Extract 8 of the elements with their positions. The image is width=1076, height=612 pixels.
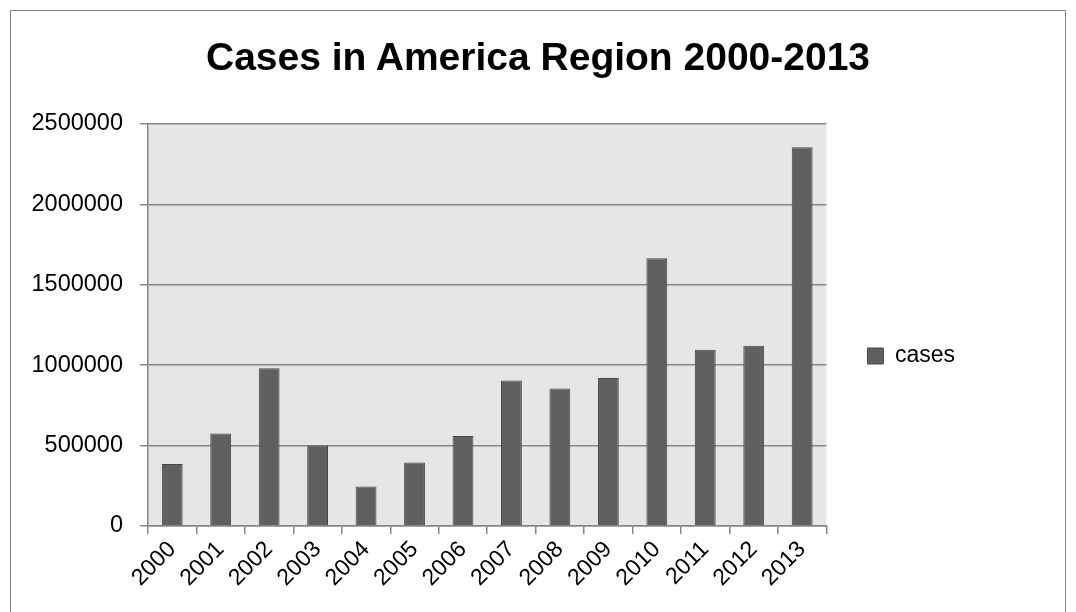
y-tick-label: 500000 xyxy=(44,431,123,458)
y-tick-label: 0 xyxy=(109,511,123,538)
y-tick-label: 2000000 xyxy=(31,189,123,216)
legend-label: cases xyxy=(894,341,956,368)
y-tick-label: 2500000 xyxy=(31,109,123,136)
y-tick-label: 1000000 xyxy=(31,350,123,377)
chart-title: Cases in America Region 2000-2013 xyxy=(205,35,871,79)
y-tick-label: 1500000 xyxy=(31,270,123,297)
